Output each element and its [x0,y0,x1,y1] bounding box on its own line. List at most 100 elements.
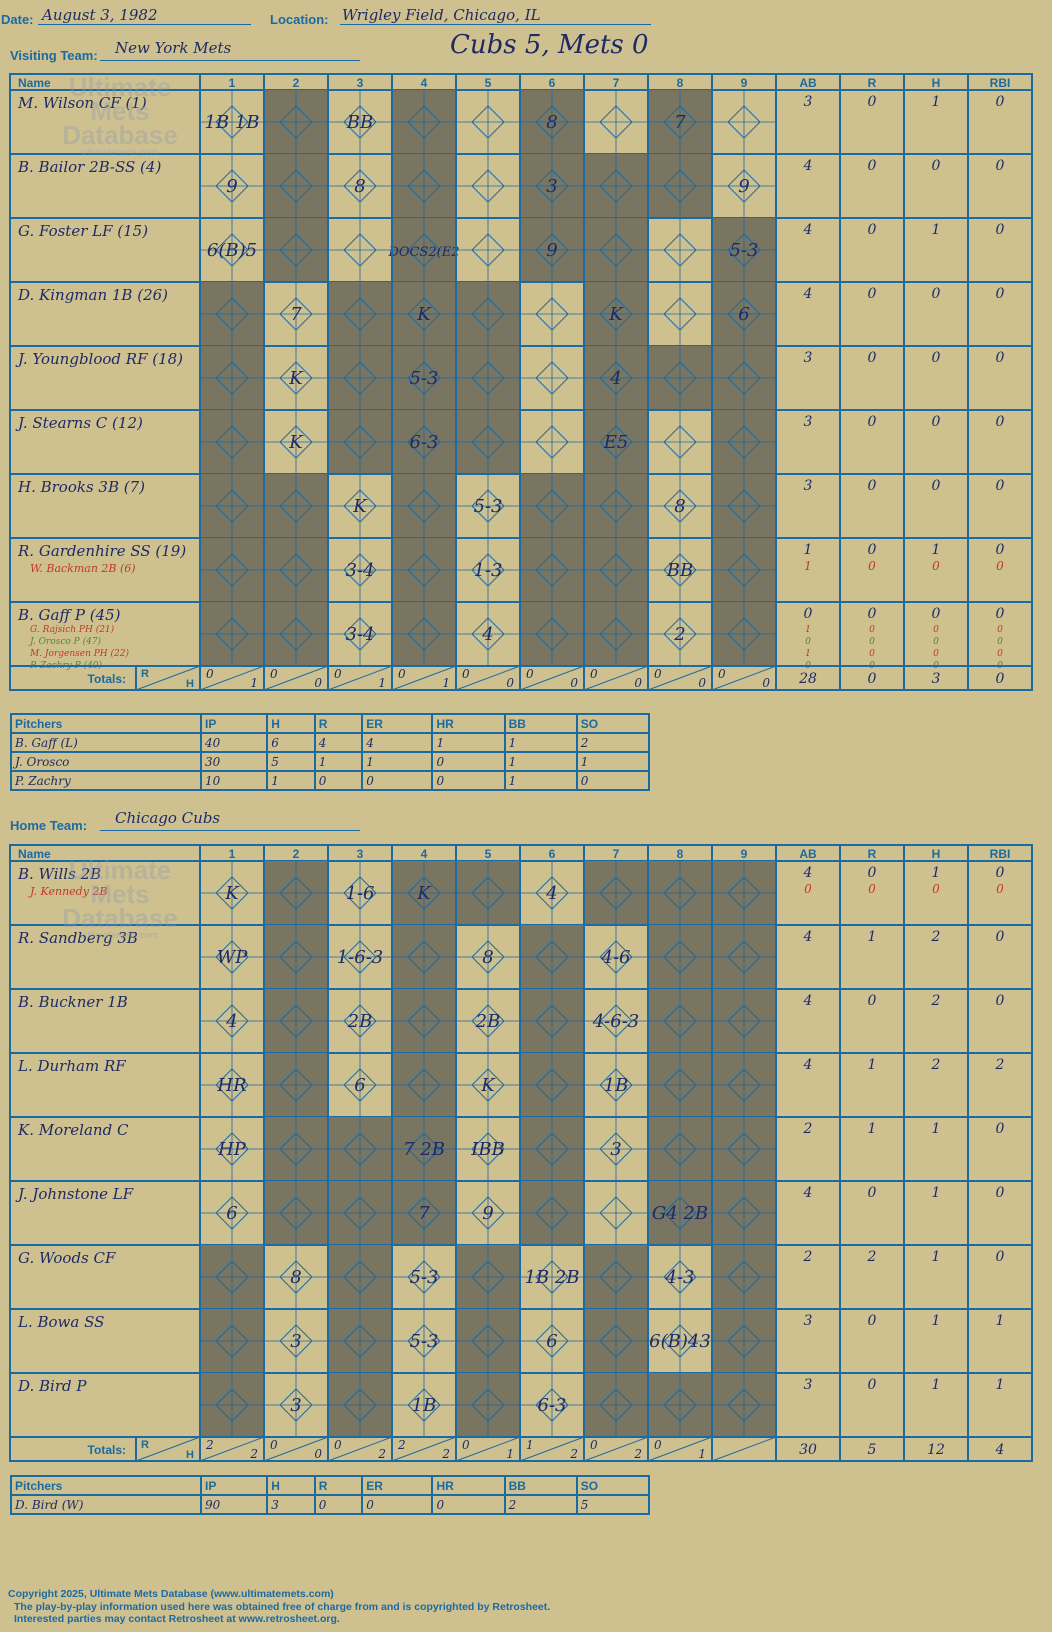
visitor-pitcher-cell: 0 [313,770,364,791]
visitor-inning-slash [263,665,329,691]
visitor-sub-stat: 1 [804,559,812,573]
home-diamond [663,1388,697,1422]
home-stat: 2 [931,1057,941,1073]
home-diamond [663,1324,697,1358]
home-inning-slash [711,1436,777,1462]
home-pitcher-cell: 3 [266,1494,316,1515]
home-inning-hits: 2 [441,1447,450,1461]
home-cell-bg [584,1117,648,1181]
home-cell-bg [392,861,456,925]
home-cell-bg [520,1309,584,1373]
home-diamond [279,876,313,910]
visiting-team-label: Visiting Team: [10,48,98,63]
home-diamond [727,1260,761,1294]
date-value: August 3, 1982 [42,6,158,24]
visitor-stat: 0 [868,286,877,302]
home-play-notation: 6 [226,1203,237,1224]
home-diamond [407,1004,441,1038]
visitor-pitcher-header-5: HR [431,713,506,734]
home-diamond [535,1324,569,1358]
visitor-play-notation: 5-3 [730,240,759,261]
home-diamond [471,1388,505,1422]
home-play-notation: K [480,1075,496,1096]
home-play-notation: 6 [546,1331,557,1352]
home-player-name: G. Woods CF [18,1249,116,1267]
visitor-inning-runs: 0 [590,667,598,681]
visitor-inning-hits: 0 [762,676,770,690]
home-inning-slash [391,1436,457,1462]
visitor-player-name: H. Brooks 3B (7) [17,478,145,496]
home-pitcher-cell: 5 [575,1494,651,1515]
home-play-notation: 3 [290,1331,301,1352]
home-pitcher-header-1: IP [199,1475,269,1496]
visitor-total-stat: 0 [996,671,1005,687]
home-rh-slash [135,1436,201,1462]
visitor-stat: 0 [996,222,1005,238]
visitor-play-notation: 4 [609,368,621,389]
visitor-inning-hits: 1 [442,676,450,690]
home-cell-bg [520,989,584,1053]
home-play-notation: 1-6-3 [337,947,384,968]
home-cell-bg [712,1117,776,1181]
home-play-notation: 1B [604,1075,629,1096]
home-cell-bg [712,1245,776,1309]
home-play-notation: WP [217,947,249,968]
home-cell-bg [456,1117,520,1181]
visitor-stat: 0 [868,222,877,238]
home-cell-bg [712,989,776,1053]
visitor-pitcher-cell: 1 [503,770,578,791]
home-stat: 1 [932,1249,941,1265]
home-cell-bg [584,1181,648,1245]
home-cell-bg [264,1117,328,1181]
visitor-play-notation: K [288,432,304,453]
visitor-player-name: D. Kingman 1B (26) [17,286,168,304]
home-cell-bg [392,1053,456,1117]
home-inning-runs: 0 [654,1438,662,1452]
home-stat: 1 [932,865,941,881]
visitor-pitcher-cell: 10 [199,770,269,791]
home-stat: 4 [803,929,813,945]
home-team-name: Chicago Cubs [115,809,221,827]
home-diamond [471,1004,505,1038]
home-play-notation: G4 2B [652,1203,708,1224]
visitor-rh-r: R [141,668,149,680]
visitor-inning-runs: 0 [462,667,470,681]
visitor-extra-sub-stat: 1 [805,649,811,659]
home-play-notation: K [416,883,432,904]
visitor-stat: 4 [803,286,813,302]
home-diamond [727,1388,761,1422]
home-stat: 1 [868,1121,877,1137]
visitor-extra-sub-stat: 0 [933,637,939,647]
visitor-play-notation: K [416,304,432,325]
home-pitcher-header-7: SO [575,1475,651,1496]
home-stat: 4 [803,993,813,1009]
visitor-inning-runs: 0 [526,667,534,681]
visitor-pitcher-header-0: Pitchers [10,713,202,734]
home-diamond [215,940,249,974]
visitor-player-name: B. Gaff P (45) [17,606,121,624]
home-cell-bg [584,1053,648,1117]
visitor-stat: 4 [803,158,813,174]
visitor-stat: 3 [804,350,813,366]
visitor-inning-runs: 0 [270,667,278,681]
home-pitchers-table: Pitchers IP H R ER HR BB SO D. Bird (W) 90 3 0 0 0 2 5 [10,1475,651,1515]
visitor-total-stat: 3 [932,671,941,687]
home-diamond [535,1004,569,1038]
home-cell-bg [328,1309,392,1373]
home-diamond [215,1324,249,1358]
home-diamond [663,1004,697,1038]
home-stat: 1 [932,1313,941,1329]
visitor-extra-sub-stat: 0 [997,625,1003,635]
home-stat: 1 [932,1185,941,1201]
home-stat: 0 [868,1185,877,1201]
visitor-player-name: G. Foster LF (15) [18,222,148,240]
home-cell-bg [584,925,648,989]
visitor-play-notation: K [288,368,304,389]
home-cell-bg [392,1309,456,1373]
visitor-extra-sub: G. Rajsich PH (21) [30,624,115,635]
visitor-play-notation: K [608,304,624,325]
visitor-pitcher-cell: 0 [575,770,651,791]
home-stat: 0 [996,993,1005,1009]
home-stat: 0 [868,993,877,1009]
visitor-play-notation: BB [346,112,373,133]
